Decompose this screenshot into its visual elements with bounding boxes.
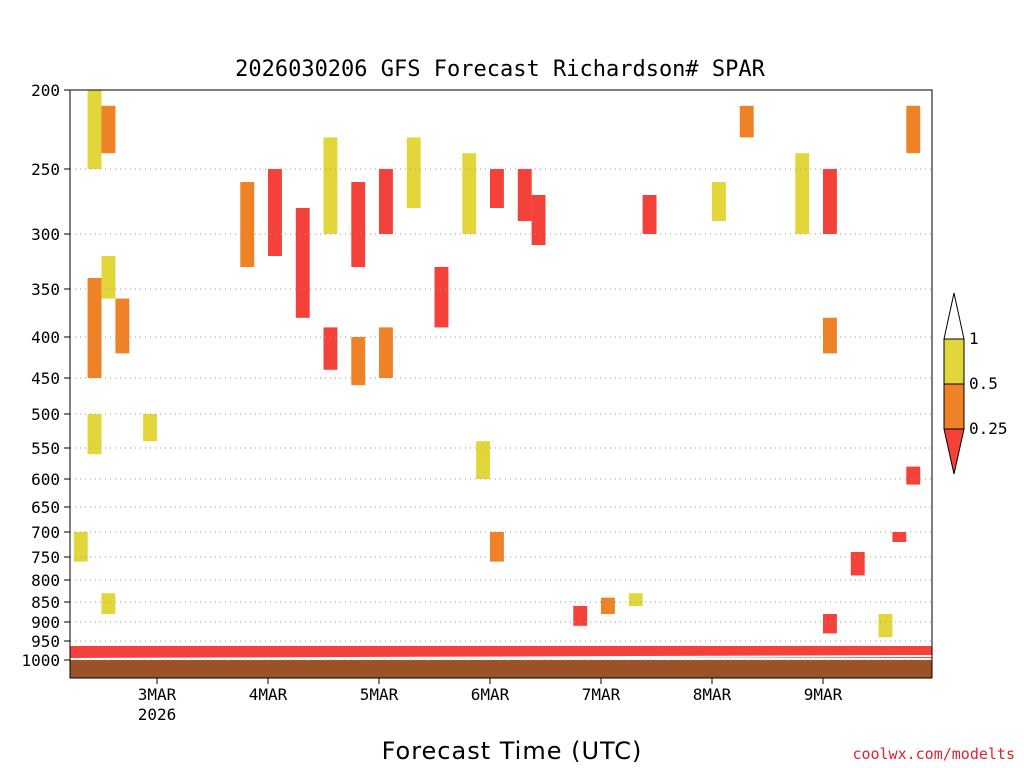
heatmap-cell (101, 105, 116, 154)
heatmap-cell (823, 317, 837, 354)
chart-title: 2026030206 GFS Forecast Richardson# SPAR (235, 57, 766, 82)
heatmap-cell (712, 182, 726, 221)
y-tick-label: 900 (31, 613, 60, 632)
heatmap-cell (295, 208, 310, 318)
y-tick-label: 800 (31, 571, 60, 590)
heatmap-cell (462, 153, 477, 234)
x-tick-label: 6MAR (471, 685, 510, 704)
y-tick-label: 200 (31, 81, 60, 100)
legend-swatch-yellow (943, 338, 965, 385)
legend-label: 0.5 (969, 374, 998, 393)
near-surface-layer (69, 646, 933, 678)
y-tick-label: 1000 (21, 651, 60, 670)
credit-text[interactable]: coolwx.com/modelts (852, 745, 1015, 763)
y-tick-label: 600 (31, 470, 60, 489)
y-axis: 200 250 300 350 400 450 500 550 600 650 700 750 800 8… (21, 81, 70, 670)
legend-below-triangle (943, 428, 965, 475)
y-tick-label: 250 (31, 160, 60, 179)
heatmap-cell (323, 327, 338, 370)
legend: 1 0.5 0.25 (943, 292, 1008, 475)
heatmap-cell (892, 532, 907, 542)
heatmap-cell (406, 137, 421, 208)
legend-label: 1 (969, 329, 979, 348)
heatmap-cell (739, 105, 754, 138)
heatmap-cell (490, 169, 504, 208)
y-tick-label: 500 (31, 405, 60, 424)
surface-band (70, 646, 932, 658)
y-tick-label: 300 (31, 225, 60, 244)
y-tick-label: 850 (31, 593, 60, 612)
heatmap-cell (823, 614, 837, 634)
y-tick-label: 350 (31, 280, 60, 299)
plot-area (69, 89, 933, 679)
x-axis-label: Forecast Time (UTC) (382, 737, 643, 765)
y-tick-label: 950 (31, 632, 60, 651)
ground-fill (70, 660, 932, 678)
x-tick-label: 3MAR (138, 685, 177, 704)
y-tick-label: 450 (31, 369, 60, 388)
heatmap-cell (351, 182, 366, 267)
x-tick-label: 9MAR (804, 685, 843, 704)
heatmap-cell (476, 441, 490, 479)
heatmap-cell (642, 195, 657, 234)
heatmap-cell (87, 90, 102, 169)
legend-above-triangle (943, 292, 965, 340)
heatmap-cell (379, 169, 393, 234)
y-tick-label: 750 (31, 548, 60, 567)
heatmap-cell (115, 298, 130, 354)
y-tick-label: 550 (31, 439, 60, 458)
heatmap-cell (87, 278, 102, 378)
y-tick-label: 400 (31, 328, 60, 347)
heatmap-cell (87, 414, 102, 455)
heatmap-cell (823, 169, 837, 234)
heatmap-cell (795, 153, 810, 234)
surface-line (69, 655, 933, 660)
heatmap-cell (628, 593, 643, 606)
heatmap-cell (601, 597, 615, 614)
heatmap-cell (490, 532, 504, 562)
heatmap-cell (143, 414, 157, 442)
heatmap-cell (101, 256, 116, 299)
x-tick-label: 4MAR (249, 685, 288, 704)
heatmap-cell (878, 614, 893, 638)
heatmap-cell (323, 137, 338, 234)
heatmap-cell (517, 169, 532, 221)
y-tick-label: 700 (31, 523, 60, 542)
heatmap-cell (531, 195, 546, 245)
plot-frame (69, 89, 933, 679)
heatmap-cell (906, 466, 921, 485)
legend-label: 0.25 (969, 419, 1008, 438)
x-tick-label: 5MAR (360, 685, 399, 704)
x-tick-label: 8MAR (693, 685, 732, 704)
legend-swatch-orange (943, 383, 965, 430)
heatmap-cells (73, 90, 921, 638)
y-tick-label: 650 (31, 498, 60, 517)
heatmap-cell (573, 606, 588, 626)
heatmap-cell (268, 169, 282, 256)
heatmap-cell (101, 593, 116, 614)
x-tick-label: 7MAR (582, 685, 621, 704)
heatmap-cell (351, 337, 366, 386)
heatmap-cell (850, 552, 865, 576)
heatmap-cell (73, 532, 88, 562)
x-tick-sublabel: 2026 (138, 705, 177, 724)
heatmap-cell (379, 327, 393, 378)
heatmap-cell (906, 105, 921, 154)
heatmap-cell (434, 267, 449, 328)
heatmap-cell (240, 182, 255, 267)
